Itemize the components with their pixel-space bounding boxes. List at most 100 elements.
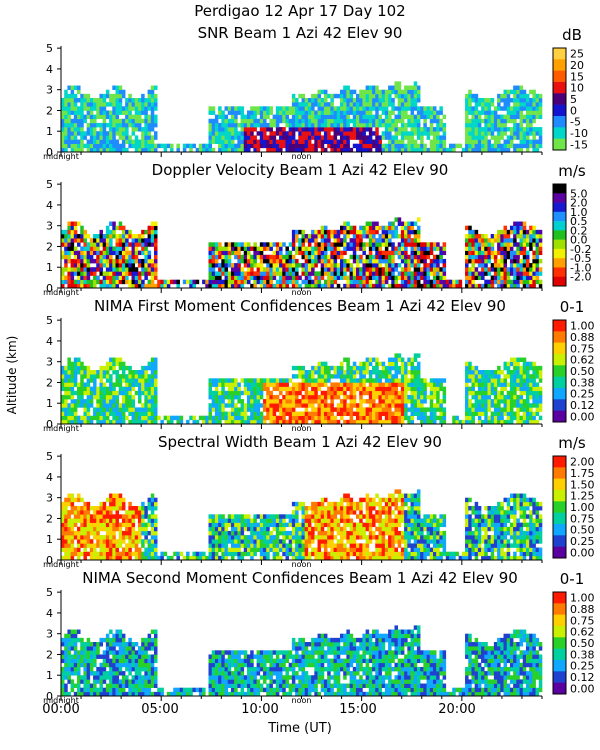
colorbar: 1.000.880.750.620.500.380.250.120.00 — [552, 319, 595, 423]
heatmap-cell — [131, 118, 136, 124]
heatmap-cell — [109, 275, 113, 280]
heatmap-cell — [474, 110, 479, 115]
heatmap-cell — [397, 102, 402, 107]
heatmap-cell — [346, 122, 350, 128]
heatmap-cell — [391, 143, 395, 149]
heatmap-cell — [372, 131, 376, 136]
heatmap-cell — [291, 254, 296, 260]
heatmap-cell — [282, 242, 286, 247]
heatmap-cell — [375, 365, 379, 371]
heatmap-cell — [221, 411, 225, 416]
heatmap-cell — [272, 263, 277, 268]
heatmap-cell — [285, 275, 289, 280]
heatmap-cell — [346, 225, 350, 231]
heatmap-cell — [378, 106, 382, 111]
heatmap-cell — [311, 263, 315, 268]
heatmap-cell — [481, 263, 485, 268]
heatmap-cell — [317, 361, 322, 367]
heatmap-cell — [378, 403, 382, 408]
heatmap-cell — [362, 102, 366, 107]
heatmap-cell — [333, 246, 338, 251]
heatmap-cell — [304, 394, 309, 400]
heatmap-cell — [516, 357, 520, 362]
heatmap-cell — [218, 242, 222, 247]
heatmap-cell — [320, 263, 325, 268]
heatmap-cell — [125, 378, 129, 383]
heatmap-cell — [388, 283, 392, 289]
heatmap-cell — [410, 221, 415, 226]
heatmap-cell — [263, 258, 267, 264]
heatmap-cell — [259, 411, 264, 416]
heatmap-cell — [253, 399, 257, 404]
heatmap-cell — [77, 143, 81, 149]
heatmap-cell — [381, 122, 386, 128]
heatmap-cell — [410, 114, 415, 120]
heatmap-cell — [372, 225, 376, 231]
heatmap-cell — [388, 131, 392, 136]
heatmap-cell — [224, 258, 229, 264]
heatmap-cell — [125, 147, 129, 153]
colorbar-swatch — [553, 116, 566, 128]
heatmap-cell — [323, 135, 328, 140]
heatmap-cell — [416, 258, 421, 264]
heatmap-cell — [256, 122, 261, 128]
heatmap-cell — [320, 361, 325, 367]
heatmap-cell — [468, 407, 472, 412]
heatmap-cell — [333, 250, 338, 256]
heatmap-cell — [112, 110, 116, 115]
heatmap-cell — [83, 93, 87, 99]
heatmap-cell — [86, 242, 91, 247]
heatmap-cell — [391, 225, 395, 231]
heatmap-cell — [356, 407, 360, 412]
heatmap-cell — [301, 139, 306, 144]
heatmap-cell — [134, 234, 139, 239]
heatmap-cell — [234, 106, 238, 111]
heatmap-cell — [372, 221, 376, 226]
heatmap-cell — [121, 139, 126, 144]
heatmap-cell — [147, 147, 152, 153]
heatmap-cell — [372, 89, 376, 95]
heatmap-cell — [474, 135, 479, 140]
heatmap-cell — [137, 250, 142, 256]
heatmap-cells — [61, 489, 543, 561]
heatmap-cell — [272, 283, 277, 289]
heatmap-cell — [67, 382, 71, 387]
heatmap-cell — [295, 419, 299, 425]
heatmap-cell — [61, 518, 65, 523]
heatmap-cell — [339, 267, 344, 272]
heatmap-cell — [509, 382, 514, 387]
heatmap-cell — [112, 139, 116, 144]
heatmap-cell — [477, 135, 482, 140]
heatmap-cell — [439, 127, 443, 132]
heatmap-cell — [407, 258, 411, 264]
heatmap-cell — [416, 217, 421, 222]
heatmap-cell — [375, 415, 379, 421]
heatmap-cell — [506, 135, 511, 140]
heatmap-cell — [368, 382, 373, 387]
heatmap-cell — [237, 246, 241, 251]
heatmap-cell — [237, 250, 241, 256]
heatmap-cell — [192, 419, 196, 425]
heatmap-cell — [285, 382, 289, 387]
heatmap-cell — [538, 407, 543, 412]
heatmap-cell — [311, 131, 315, 136]
heatmap-cell — [163, 143, 168, 149]
heatmap-cell — [397, 114, 402, 120]
heatmap-cell — [230, 114, 235, 120]
heatmap-cell — [61, 526, 65, 532]
heatmap-cell — [134, 118, 139, 124]
heatmap-cell — [516, 131, 520, 136]
heatmap-cell — [439, 250, 443, 256]
heatmap-cell — [449, 279, 453, 285]
colorbar-swatch — [553, 48, 566, 60]
heatmap-cell — [279, 386, 283, 392]
heatmap-cell — [368, 234, 373, 239]
heatmap-cell — [522, 254, 527, 260]
heatmap-cell — [506, 399, 511, 404]
heatmap-cell — [234, 118, 238, 124]
heatmap-cell — [493, 263, 498, 268]
heatmap-cell — [64, 118, 68, 124]
heatmap-cell — [375, 238, 379, 243]
heatmap-cell — [304, 374, 309, 379]
heatmap-cell — [339, 135, 344, 140]
